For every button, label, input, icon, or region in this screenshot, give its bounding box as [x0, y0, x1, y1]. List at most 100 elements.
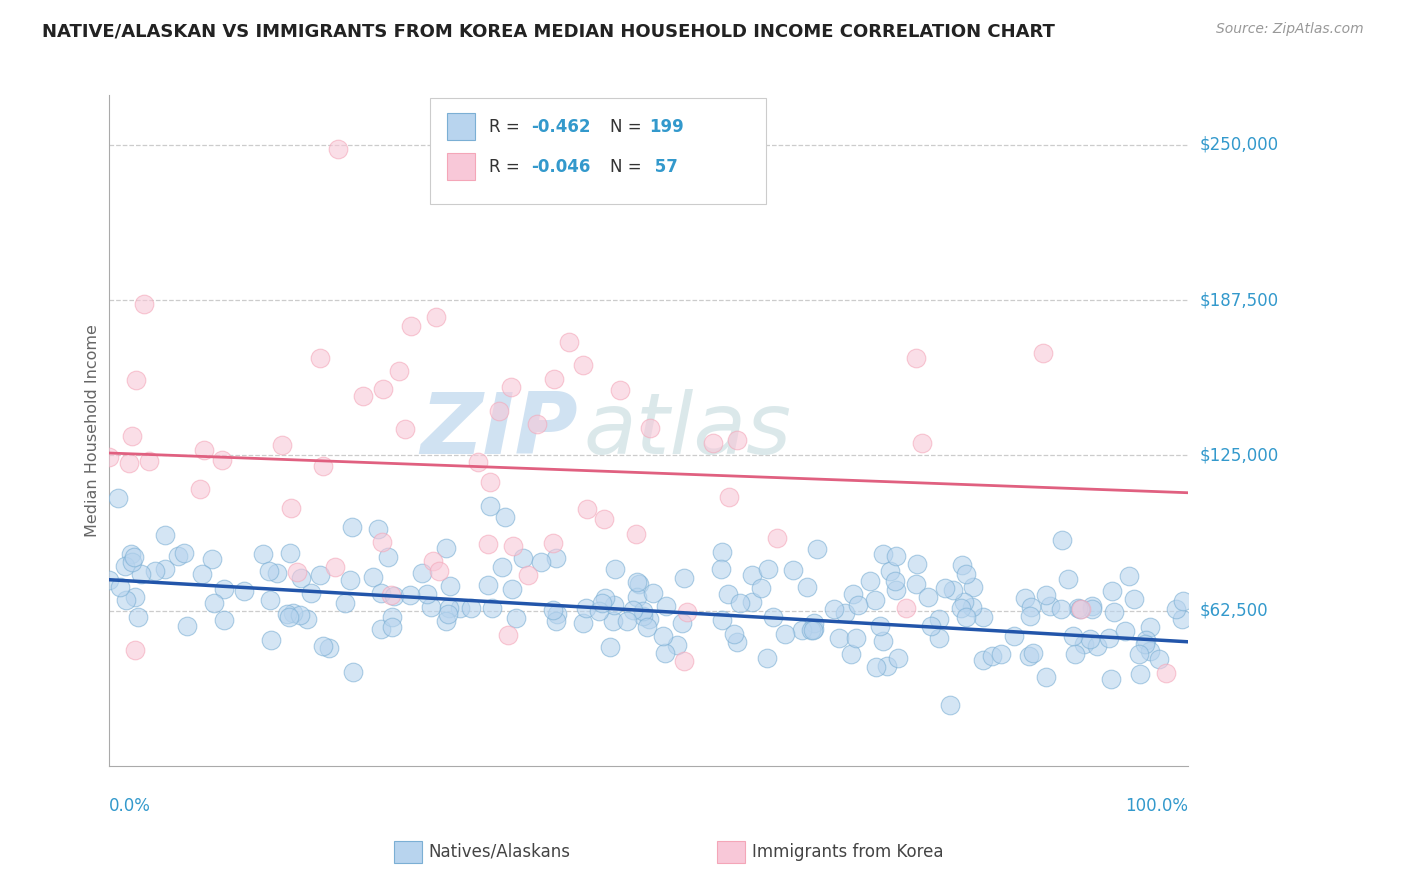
Point: [1081, 602, 1104, 616]
Point: [934, 581, 956, 595]
Point: [865, 660, 887, 674]
Point: [1070, 601, 1092, 615]
Point: [352, 389, 374, 403]
Point: [127, 609, 149, 624]
Point: [755, 651, 778, 665]
Point: [339, 574, 361, 588]
Point: [628, 577, 651, 591]
Point: [953, 595, 976, 609]
Point: [1056, 573, 1078, 587]
Point: [120, 547, 142, 561]
Point: [138, 454, 160, 468]
Point: [381, 610, 404, 624]
Point: [633, 609, 655, 624]
Text: $125,000: $125,000: [1199, 447, 1278, 465]
Point: [904, 576, 927, 591]
Point: [290, 571, 312, 585]
Point: [886, 582, 908, 597]
Point: [962, 580, 984, 594]
Point: [1133, 636, 1156, 650]
Point: [665, 638, 688, 652]
Point: [710, 613, 733, 627]
Point: [1032, 345, 1054, 359]
Point: [190, 567, 212, 582]
Point: [863, 593, 886, 607]
Point: [259, 564, 281, 578]
Point: [108, 580, 131, 594]
Point: [173, 546, 195, 560]
Text: 0.0%: 0.0%: [108, 797, 150, 814]
Point: [427, 565, 450, 579]
Point: [295, 613, 318, 627]
Point: [637, 612, 659, 626]
Point: [425, 310, 447, 325]
Point: [326, 142, 349, 156]
Point: [1018, 608, 1040, 623]
Point: [1123, 591, 1146, 606]
Point: [1035, 670, 1057, 684]
Point: [325, 560, 347, 574]
Point: [872, 633, 894, 648]
Point: [702, 435, 724, 450]
Point: [479, 500, 502, 514]
Point: [762, 610, 785, 624]
Point: [725, 635, 748, 649]
Point: [1050, 602, 1073, 616]
Point: [1073, 637, 1095, 651]
Point: [98, 450, 121, 464]
Point: [481, 601, 503, 615]
Point: [499, 380, 522, 394]
Point: [530, 555, 553, 569]
Point: [434, 541, 457, 555]
Point: [1019, 600, 1042, 615]
Point: [1069, 602, 1091, 616]
Point: [846, 598, 869, 612]
Text: -0.462: -0.462: [531, 118, 591, 136]
Point: [950, 558, 973, 572]
Point: [972, 610, 994, 624]
Point: [176, 619, 198, 633]
Text: $187,500: $187,500: [1199, 291, 1278, 310]
Point: [125, 373, 148, 387]
Point: [775, 626, 797, 640]
Point: [370, 585, 392, 599]
Point: [202, 595, 225, 609]
Point: [439, 601, 461, 615]
Point: [467, 455, 489, 469]
Point: [399, 318, 422, 333]
Point: [571, 358, 593, 372]
Point: [212, 613, 235, 627]
Point: [624, 526, 647, 541]
Point: [672, 655, 695, 669]
Point: [377, 549, 399, 564]
Point: [420, 599, 443, 614]
Point: [488, 403, 510, 417]
Point: [920, 619, 942, 633]
Point: [544, 614, 567, 628]
Point: [593, 591, 616, 605]
Point: [942, 582, 965, 597]
Point: [654, 646, 676, 660]
Point: [1114, 624, 1136, 639]
Point: [124, 591, 146, 605]
Point: [782, 563, 804, 577]
Point: [879, 564, 901, 578]
Point: [1039, 599, 1062, 613]
Point: [869, 619, 891, 633]
Point: [1149, 652, 1171, 666]
Point: [153, 562, 176, 576]
Point: [928, 612, 950, 626]
Y-axis label: Median Household Income: Median Household Income: [86, 324, 100, 537]
Point: [711, 545, 734, 559]
Point: [575, 601, 598, 615]
Point: [1139, 619, 1161, 633]
Point: [367, 522, 389, 536]
Point: [422, 554, 444, 568]
Point: [845, 631, 868, 645]
Point: [756, 562, 779, 576]
Point: [1104, 605, 1126, 619]
Point: [97, 573, 120, 587]
Point: [718, 490, 741, 504]
Point: [609, 383, 631, 397]
Point: [599, 640, 621, 655]
